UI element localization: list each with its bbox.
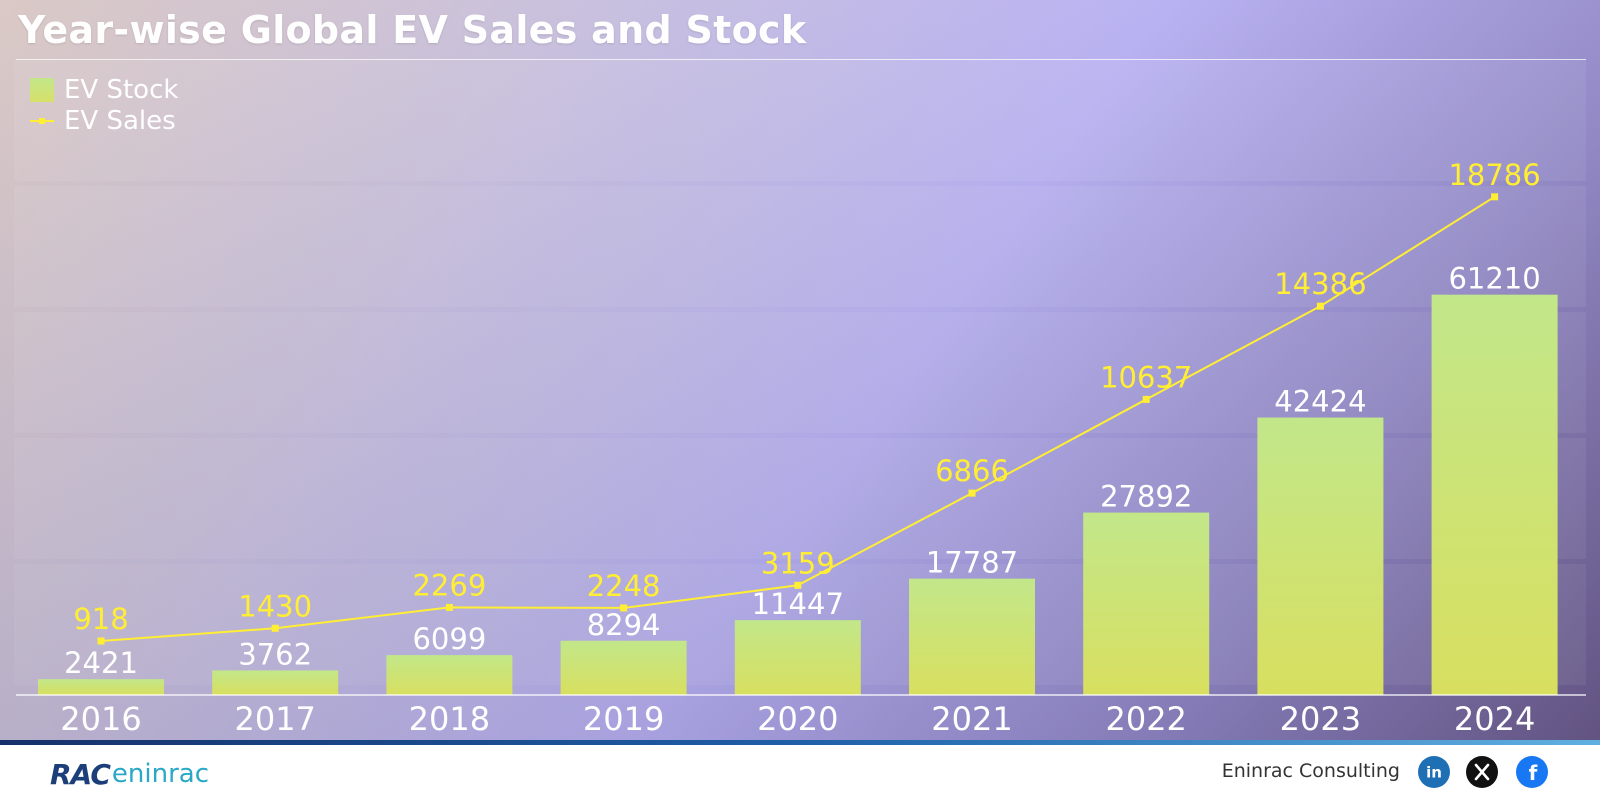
svg-text:in: in <box>1426 764 1442 782</box>
x-tick-label-2019: 2019 <box>583 700 664 738</box>
legend-bar-swatch <box>30 77 54 102</box>
chart-area: Year-wise Global EV Sales and Stock EV S… <box>0 0 1600 740</box>
ev-sales-point-2016 <box>97 637 105 645</box>
legend-item-sales: EV Sales <box>30 105 178 136</box>
bar-label-2019: 8294 <box>587 608 661 642</box>
logo-mark: RAC <box>50 757 111 791</box>
ev-sales-point-2023 <box>1316 302 1324 310</box>
x-tick-label-2023: 2023 <box>1280 700 1361 738</box>
x-tick-label-2018: 2018 <box>409 700 490 738</box>
bar-label-2020: 11447 <box>752 587 844 621</box>
brand-logo: RAC eninrac <box>50 757 209 791</box>
x-icon[interactable] <box>1466 756 1498 788</box>
bar-label-2022: 27892 <box>1100 480 1192 514</box>
legend-label-sales: EV Sales <box>64 105 176 136</box>
title-divider <box>16 59 1586 60</box>
line-label-2022: 10637 <box>1100 360 1192 394</box>
bar-ev-stock-2022 <box>1083 512 1210 695</box>
bar-ev-stock-2020 <box>734 620 861 695</box>
bar-ev-stock-2016 <box>38 679 164 695</box>
x-tick-label-2021: 2021 <box>931 700 1012 738</box>
legend-label-stock: EV Stock <box>64 74 179 105</box>
company-name: Eninrac Consulting <box>1221 760 1400 782</box>
ev-sales-point-2018 <box>445 603 453 611</box>
svg-text:f: f <box>1529 761 1538 785</box>
ev-sales-point-2019 <box>620 604 628 612</box>
x-tick-label-2016: 2016 <box>60 700 141 738</box>
bar-label-2024: 61210 <box>1448 262 1540 296</box>
line-label-2017: 1430 <box>238 589 312 623</box>
line-label-2020: 3159 <box>761 546 835 580</box>
ev-sales-point-2024 <box>1491 193 1499 201</box>
bar-ev-stock-2023 <box>1257 417 1384 695</box>
footer-divider <box>0 740 1600 745</box>
bar-label-2023: 42424 <box>1274 385 1366 419</box>
legend-line-swatch <box>30 109 54 133</box>
ev-sales-point-2021 <box>968 489 976 497</box>
chart-title: Year-wise Global EV Sales and Stock <box>18 8 807 52</box>
bar-label-2018: 6099 <box>412 622 486 656</box>
bar-ev-stock-2019 <box>560 640 687 695</box>
logo-text: eninrac <box>111 759 210 789</box>
bar-ev-stock-2024 <box>1431 294 1558 695</box>
bar-label-2017: 3762 <box>238 637 312 671</box>
band <box>14 60 1586 181</box>
linkedin-icon[interactable]: in <box>1418 756 1450 788</box>
band <box>14 186 1586 307</box>
ev-chart: 2421 2016 3762 2017 6099 2018 8294 2019 11447 202… <box>38 157 1558 738</box>
bar-label-2021: 17787 <box>926 546 1018 580</box>
ev-sales-point-2022 <box>1142 395 1150 403</box>
x-tick-label-2020: 2020 <box>757 700 838 738</box>
ev-sales-point-2020 <box>794 581 802 589</box>
x-tick-label-2024: 2024 <box>1454 700 1535 738</box>
bar-label-2016: 2421 <box>64 646 138 680</box>
line-label-2016: 918 <box>73 602 128 636</box>
legend-item-stock: EV Stock <box>30 74 178 105</box>
band <box>14 312 1586 433</box>
line-label-2018: 2269 <box>412 568 486 602</box>
line-label-2019: 2248 <box>587 569 661 603</box>
bar-ev-stock-2018 <box>386 655 513 695</box>
legend: EV Stock EV Sales <box>30 74 178 136</box>
x-tick-label-2022: 2022 <box>1105 700 1186 738</box>
ev-sales-point-2017 <box>271 624 279 632</box>
bar-ev-stock-2021 <box>909 578 1035 695</box>
bar-ev-stock-2017 <box>212 670 339 695</box>
x-tick-label-2017: 2017 <box>234 700 315 738</box>
footer: RAC eninrac Eninrac Consulting in f <box>0 745 1600 800</box>
facebook-icon[interactable]: f <box>1516 756 1548 788</box>
line-label-2024: 18786 <box>1448 158 1540 192</box>
line-label-2023: 14386 <box>1274 267 1366 301</box>
line-label-2021: 6866 <box>935 454 1009 488</box>
